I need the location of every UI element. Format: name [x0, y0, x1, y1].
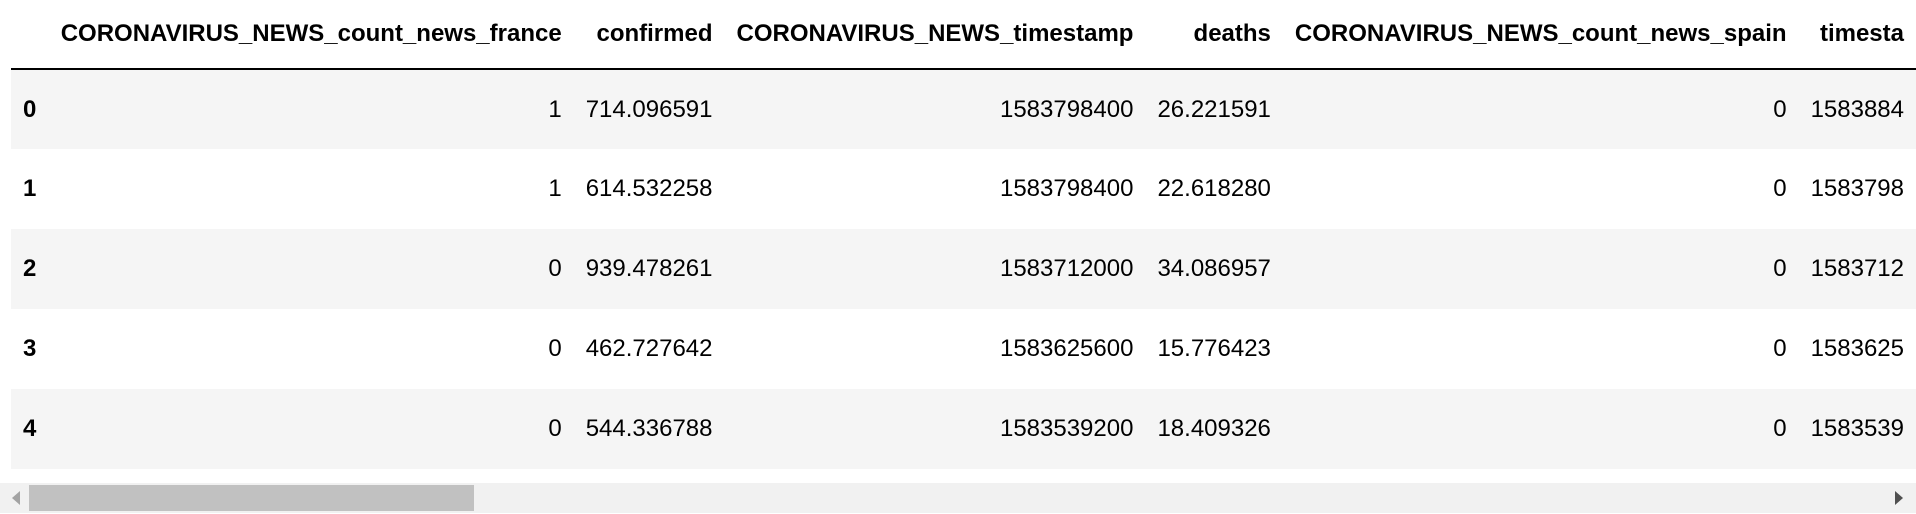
table-cell: 462.727642 [585, 335, 713, 362]
table-cell: 0 [548, 415, 562, 442]
column-header-deaths: deaths [1145, 0, 1283, 70]
table-cell: 0 [1773, 335, 1787, 362]
table-cell: 0 [1773, 255, 1787, 282]
horizontal-scrollbar[interactable] [0, 483, 1916, 513]
dataframe-table: CORONAVIRUS_NEWS_count_news_france confi… [11, 0, 1916, 469]
table-cell: 1583884 [1810, 95, 1904, 123]
triangle-right-icon [1895, 491, 1903, 505]
table-cell: 0 [1773, 95, 1787, 123]
table-cell: 22.618280 [1157, 175, 1271, 202]
table-cell: 939.478261 [585, 255, 713, 282]
table-cell: 1583625 [1810, 335, 1904, 362]
row-index: 4 [23, 415, 37, 442]
scroll-right-button[interactable] [1886, 483, 1912, 513]
header-row: CORONAVIRUS_NEWS_count_news_france confi… [11, 0, 1916, 70]
table-cell: 1583798400 [999, 95, 1134, 123]
table-row: 3 0 462.727642 1583625600 15.776423 0 15… [11, 309, 1916, 389]
row-index: 3 [23, 335, 37, 362]
table-cell: 1583539200 [999, 415, 1134, 442]
dataframe-viewport: CORONAVIRUS_NEWS_count_news_france confi… [11, 0, 1916, 480]
table-cell: 1583625600 [999, 335, 1134, 362]
table-cell: 34.086957 [1157, 255, 1271, 282]
scroll-left-button[interactable] [3, 483, 29, 513]
table-cell: 714.096591 [585, 95, 713, 123]
index-header [11, 0, 49, 70]
triangle-left-icon [12, 491, 20, 505]
table-row: 1 1 614.532258 1583798400 22.618280 0 15… [11, 149, 1916, 229]
table-row: 0 1 714.096591 1583798400 26.221591 0 15… [11, 69, 1916, 149]
row-index: 1 [23, 175, 37, 202]
table-cell: 0 [1773, 415, 1787, 442]
table-cell: 1583798 [1810, 175, 1904, 202]
scrollbar-thumb[interactable] [29, 485, 474, 511]
table-cell: 1 [548, 175, 562, 202]
table-cell: 614.532258 [585, 175, 713, 202]
table-row: 2 0 939.478261 1583712000 34.086957 0 15… [11, 229, 1916, 309]
column-header-count-news-spain: CORONAVIRUS_NEWS_count_news_spain [1282, 0, 1799, 70]
scrollbar-track[interactable] [29, 483, 1885, 513]
table-cell: 1583712 [1810, 255, 1904, 282]
table-cell: 26.221591 [1157, 95, 1271, 123]
table-cell: 0 [1773, 175, 1787, 202]
table-cell: 1583798400 [999, 175, 1134, 202]
column-header-news-timestamp: CORONAVIRUS_NEWS_timestamp [724, 0, 1146, 70]
table-cell: 0 [548, 255, 562, 282]
table-cell: 0 [548, 335, 562, 362]
column-header-timestamp: timesta [1798, 0, 1916, 70]
table-cell: 1583539 [1810, 415, 1904, 442]
column-header-count-news-france: CORONAVIRUS_NEWS_count_news_france [48, 0, 574, 70]
table-cell: 1 [548, 95, 562, 123]
table-cell: 15.776423 [1157, 335, 1271, 362]
table-cell: 1583712000 [999, 255, 1134, 282]
table-row: 4 0 544.336788 1583539200 18.409326 0 15… [11, 389, 1916, 469]
table-cell: 544.336788 [585, 415, 713, 442]
row-index: 2 [23, 255, 37, 282]
table-cell: 18.409326 [1157, 415, 1271, 442]
column-header-confirmed: confirmed [573, 0, 725, 70]
row-index: 0 [23, 95, 37, 123]
